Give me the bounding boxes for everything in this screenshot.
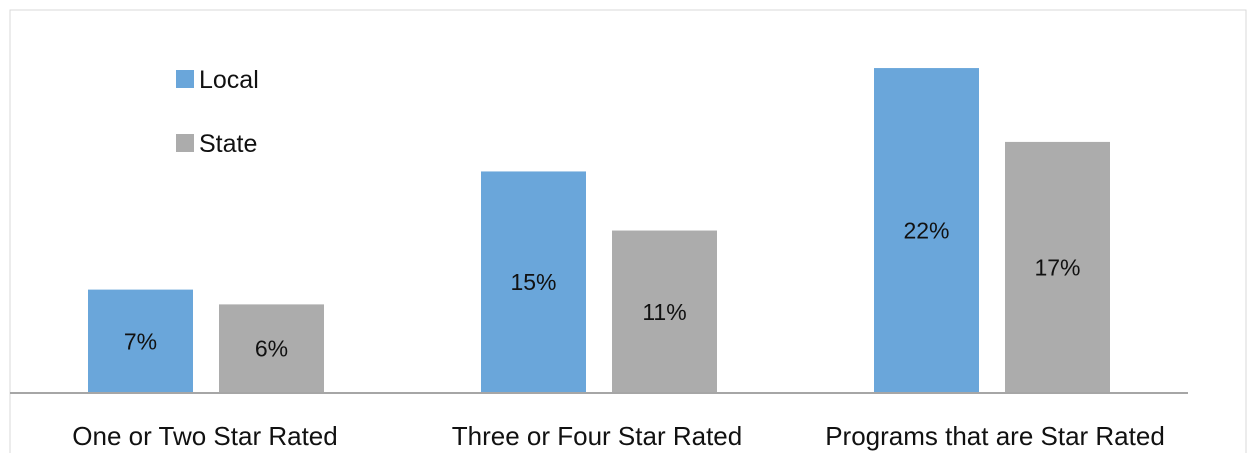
data-label-local-2: 22%	[903, 218, 949, 244]
bar-local-1	[481, 171, 586, 393]
category-label-2: Programs that are Star Rated	[825, 421, 1165, 451]
bar-local-0	[88, 289, 193, 393]
legend-swatch-state	[176, 134, 194, 152]
data-label-state-0: 6%	[255, 336, 288, 362]
data-label-state-2: 17%	[1034, 254, 1080, 280]
bar-local-2	[874, 68, 979, 393]
legend-label-state: State	[199, 130, 257, 158]
data-label-local-0: 7%	[124, 328, 157, 354]
bar-state-0	[219, 304, 324, 393]
legend: Local State	[176, 66, 259, 158]
category-labels: One or Two Star Rated Three or Four Star …	[72, 421, 1165, 451]
category-label-0: One or Two Star Rated	[72, 421, 337, 451]
data-label-state-1: 11%	[642, 299, 686, 325]
data-label-local-1: 15%	[510, 269, 556, 295]
category-label-1: Three or Four Star Rated	[452, 421, 742, 451]
bar-state-1	[612, 230, 717, 393]
bar-labels: 7% 15% 22% 6% 11% 17%	[124, 218, 1081, 362]
bars	[88, 68, 1110, 393]
bar-state-2	[1005, 141, 1110, 393]
legend-swatch-local	[176, 70, 194, 88]
legend-label-local: Local	[199, 66, 259, 94]
